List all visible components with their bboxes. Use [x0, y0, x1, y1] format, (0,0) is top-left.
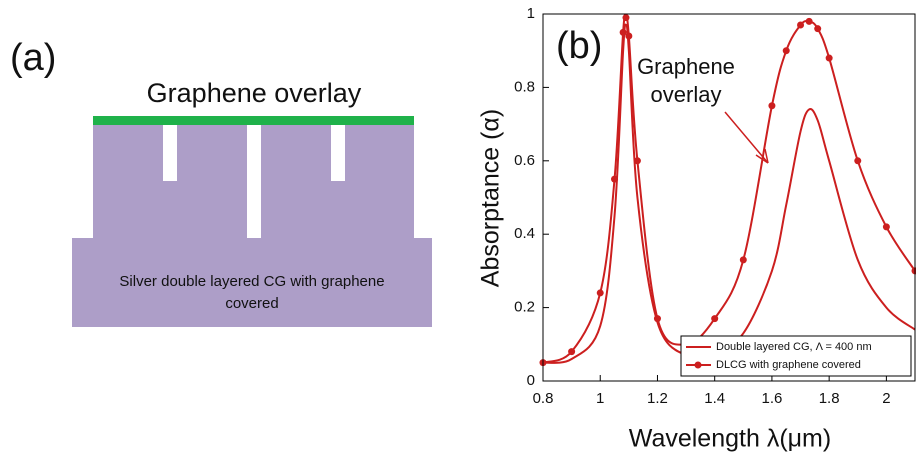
- point: [783, 47, 790, 54]
- point: [611, 176, 618, 183]
- point: [768, 102, 775, 109]
- x-tick-label: 1: [596, 390, 604, 407]
- point: [568, 348, 575, 355]
- x-tick-label: 1.2: [647, 390, 668, 407]
- x-axis-label: Wavelength λ(μm): [629, 425, 831, 453]
- x-tick-label: 1.6: [761, 390, 782, 407]
- point: [597, 289, 604, 296]
- legend-marker: [695, 362, 702, 369]
- y-tick-label: 1: [527, 5, 535, 22]
- y-tick-label: 0.4: [514, 225, 535, 242]
- diagram: (a) Graphene overlay Silver double layer…: [10, 37, 432, 327]
- panel-label: (b): [556, 25, 602, 67]
- body-label: covered: [225, 295, 278, 312]
- point: [634, 157, 641, 164]
- y-axis-label: Absorptance (α): [477, 109, 505, 287]
- graphene-layer: [93, 116, 414, 125]
- annotation: Graphene: [637, 54, 735, 79]
- panel-label: (a): [10, 37, 56, 79]
- point: [883, 223, 890, 230]
- x-tick-label: 1.4: [704, 390, 725, 407]
- top-label: Graphene overlay: [147, 78, 362, 108]
- point: [806, 18, 813, 25]
- point: [814, 25, 821, 32]
- x-tick-label: 2: [882, 390, 890, 407]
- annotation-arrow: [725, 112, 768, 163]
- point: [826, 55, 833, 62]
- body-label: Silver double layered CG with graphene: [119, 273, 384, 290]
- legend-label: Double layered CG, Λ = 400 nm: [716, 341, 872, 353]
- legend-label: DLCG with graphene covered: [716, 359, 861, 371]
- point: [654, 315, 661, 322]
- slit: [247, 125, 261, 238]
- y-tick-label: 0.8: [514, 78, 535, 95]
- point: [711, 315, 718, 322]
- y-tick-label: 0: [527, 372, 535, 389]
- point: [797, 22, 804, 29]
- point: [854, 157, 861, 164]
- point: [625, 33, 632, 40]
- x-tick-label: 1.8: [819, 390, 840, 407]
- slit: [331, 125, 345, 181]
- annotation: overlay: [651, 82, 722, 107]
- point: [622, 14, 629, 21]
- y-tick-label: 0.2: [514, 299, 535, 316]
- x-tick-label: 0.8: [533, 390, 554, 407]
- chart: (b) Graphene overlay Wavelength λ(μm) Ab…: [477, 5, 916, 453]
- y-tick-label: 0.6: [514, 152, 535, 169]
- point: [740, 256, 747, 263]
- slit: [163, 125, 177, 181]
